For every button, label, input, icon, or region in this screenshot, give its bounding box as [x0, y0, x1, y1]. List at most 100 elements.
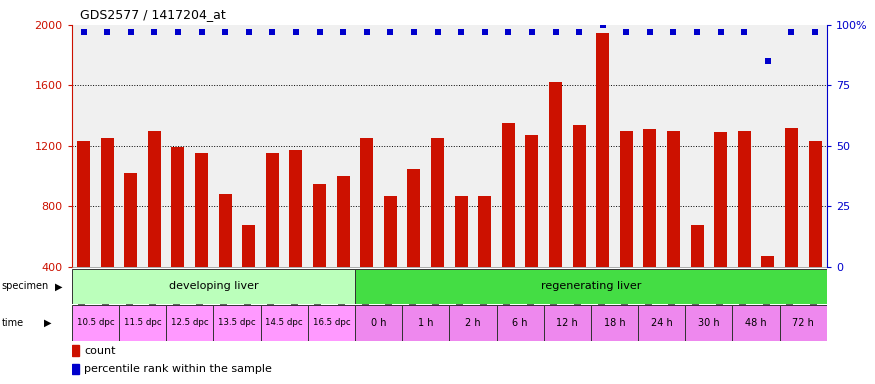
Point [312, 29, 326, 35]
Bar [549, 83, 562, 267]
Text: 18 h: 18 h [604, 318, 626, 328]
Bar [360, 138, 374, 267]
Bar [596, 33, 609, 267]
Point [620, 29, 634, 35]
Bar [402, 305, 450, 341]
Bar [148, 131, 161, 267]
Text: time: time [2, 318, 24, 328]
Bar [266, 154, 279, 267]
Bar [808, 141, 822, 267]
Bar [431, 138, 444, 267]
Bar [219, 194, 232, 267]
Point [596, 22, 610, 28]
Bar [355, 269, 827, 304]
Bar [690, 225, 704, 267]
Text: 12.5 dpc: 12.5 dpc [171, 318, 208, 328]
Text: count: count [84, 346, 116, 356]
Bar [667, 131, 680, 267]
Bar [72, 346, 80, 356]
Bar [525, 135, 538, 267]
Text: ▶: ▶ [55, 281, 63, 291]
Bar [337, 176, 350, 267]
Bar [290, 151, 303, 267]
Bar [572, 125, 585, 267]
Text: developing liver: developing liver [169, 281, 258, 291]
Bar [72, 305, 119, 341]
Bar [620, 131, 633, 267]
Point [478, 29, 492, 35]
Bar [261, 305, 308, 341]
Bar [355, 305, 402, 341]
Text: 1 h: 1 h [418, 318, 433, 328]
Bar [242, 225, 256, 267]
Text: 0 h: 0 h [371, 318, 386, 328]
Bar [502, 123, 514, 267]
Point [147, 29, 161, 35]
Bar [172, 147, 185, 267]
Point [738, 29, 752, 35]
Text: ▶: ▶ [44, 318, 52, 328]
Text: 48 h: 48 h [746, 318, 766, 328]
Point [785, 29, 799, 35]
Bar [455, 196, 467, 267]
Bar [384, 196, 396, 267]
Bar [124, 173, 137, 267]
Point [360, 29, 374, 35]
Bar [119, 305, 166, 341]
Text: 30 h: 30 h [698, 318, 720, 328]
Bar [685, 305, 732, 341]
Point [572, 29, 586, 35]
Text: 10.5 dpc: 10.5 dpc [76, 318, 114, 328]
Point [171, 29, 185, 35]
Bar [543, 305, 591, 341]
Bar [313, 184, 326, 267]
Text: 16.5 dpc: 16.5 dpc [312, 318, 350, 328]
Bar [72, 269, 355, 304]
Bar [479, 196, 491, 267]
Bar [591, 305, 638, 341]
Point [407, 29, 421, 35]
Text: 2 h: 2 h [466, 318, 480, 328]
Bar [732, 305, 780, 341]
Point [667, 29, 681, 35]
Text: regenerating liver: regenerating liver [541, 281, 641, 291]
Bar [308, 305, 355, 341]
Text: 11.5 dpc: 11.5 dpc [123, 318, 161, 328]
Point [383, 29, 397, 35]
Point [454, 29, 468, 35]
Text: 12 h: 12 h [556, 318, 578, 328]
Text: GDS2577 / 1417204_at: GDS2577 / 1417204_at [80, 8, 227, 21]
Point [761, 58, 775, 64]
Point [336, 29, 350, 35]
Bar [166, 305, 214, 341]
Bar [408, 169, 420, 267]
Point [690, 29, 704, 35]
Bar [450, 305, 496, 341]
Bar [780, 305, 827, 341]
Text: percentile rank within the sample: percentile rank within the sample [84, 364, 272, 374]
Point [123, 29, 137, 35]
Bar [195, 154, 208, 267]
Text: 13.5 dpc: 13.5 dpc [218, 318, 256, 328]
Point [76, 29, 90, 35]
Point [265, 29, 279, 35]
Bar [761, 256, 774, 267]
Bar [738, 131, 751, 267]
Point [218, 29, 232, 35]
Point [242, 29, 256, 35]
Point [194, 29, 208, 35]
Text: specimen: specimen [2, 281, 49, 291]
Point [808, 29, 822, 35]
Point [100, 29, 114, 35]
Text: 24 h: 24 h [651, 318, 673, 328]
Point [501, 29, 515, 35]
Point [430, 29, 444, 35]
Bar [101, 138, 114, 267]
Text: 6 h: 6 h [513, 318, 528, 328]
Text: 14.5 dpc: 14.5 dpc [265, 318, 303, 328]
Bar [643, 129, 656, 267]
Bar [214, 305, 261, 341]
Point [525, 29, 539, 35]
Bar [77, 141, 90, 267]
Bar [714, 132, 727, 267]
